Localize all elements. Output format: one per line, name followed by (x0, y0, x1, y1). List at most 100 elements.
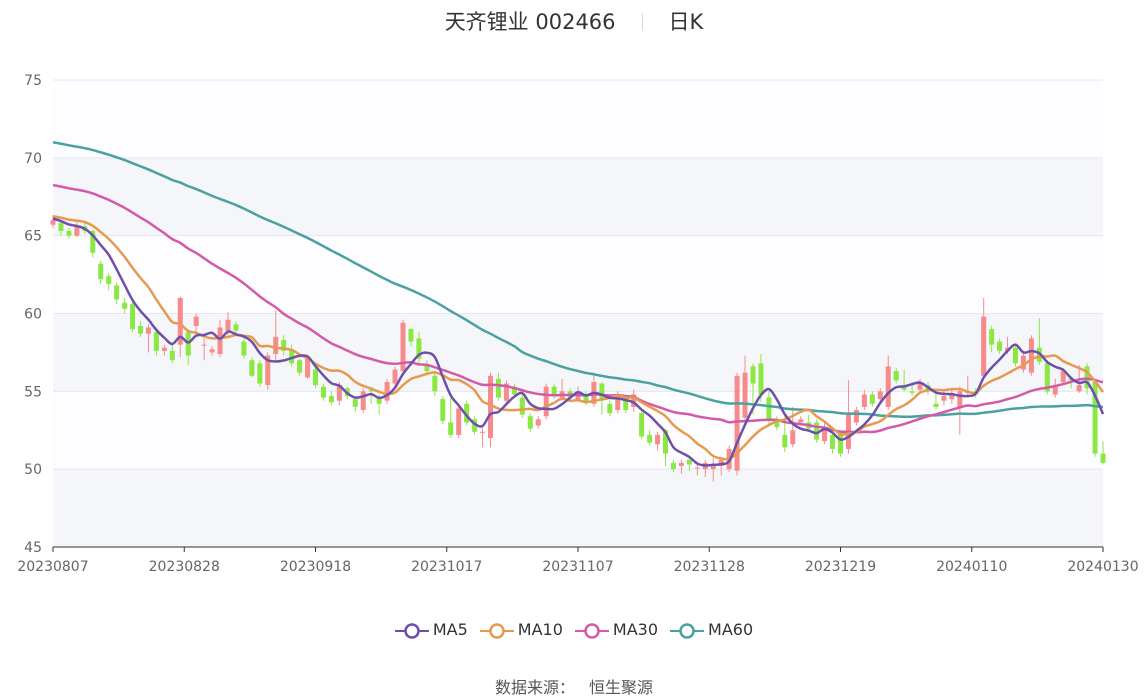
x-tick-label: 20231107 (542, 559, 613, 575)
source-value: 恒生聚源 (589, 678, 654, 697)
candle-body (909, 391, 915, 393)
candle-body (416, 338, 422, 359)
candle-body (734, 375, 740, 471)
candle-body (305, 358, 311, 378)
candle-body (265, 355, 271, 386)
candle-body (360, 391, 366, 411)
candle-body (623, 397, 629, 411)
x-tick-label: 20231128 (674, 559, 745, 575)
title-separator (641, 13, 643, 31)
ma10-line (52, 214, 1105, 461)
candle-body (114, 285, 120, 300)
candle-body (289, 349, 295, 364)
period-label: 日K (668, 10, 704, 34)
candle-body (297, 360, 303, 373)
candle-body (814, 422, 820, 440)
legend-marker-icon (670, 623, 705, 639)
candle-body (957, 391, 963, 407)
candle-body (480, 431, 486, 433)
candle-body (1013, 347, 1018, 364)
candle-body (153, 332, 159, 351)
candle-body (535, 419, 541, 426)
candle-body (328, 396, 334, 403)
legend-item-ma5[interactable]: MA5 (394, 620, 468, 639)
legend-item-ma60[interactable]: MA60 (670, 620, 753, 639)
candle-body (209, 349, 215, 353)
legend-label: MA60 (708, 620, 754, 639)
candle-body (774, 419, 780, 428)
candle-body (145, 327, 151, 334)
candle-body (106, 276, 112, 284)
legend-marker-icon (574, 623, 609, 639)
x-tick-label: 20240130 (1067, 559, 1138, 575)
legend: MA5 MA10 MA30 MA60 (0, 620, 1148, 639)
candle-body (257, 363, 263, 384)
x-tick-label: 20230807 (17, 559, 88, 575)
y-tick-label: 55 (24, 384, 42, 400)
candle-body (193, 316, 199, 326)
y-tick-label: 70 (24, 151, 42, 167)
candle-body (838, 433, 843, 454)
chart-title: 天齐锂业 002466 日K (0, 6, 1148, 36)
candle-body (50, 220, 56, 225)
candle-body (201, 344, 207, 346)
candle-body (169, 350, 175, 361)
candle-body (861, 394, 867, 407)
candle-body (456, 408, 462, 435)
candle-body (1020, 355, 1026, 370)
legend-label: MA10 (517, 620, 563, 639)
candle-body (885, 366, 891, 407)
candle-body (822, 427, 828, 442)
candle-body (313, 369, 318, 386)
candle-body (488, 375, 493, 439)
plot-band (53, 235, 1103, 314)
candle-body (424, 364, 430, 372)
candle-body (225, 319, 231, 331)
legend-label: MA5 (432, 620, 468, 639)
candle-body (185, 332, 191, 356)
candle-body (130, 304, 136, 330)
candle-body (1084, 366, 1090, 389)
y-tick-label: 60 (24, 307, 42, 323)
candle-body (798, 419, 804, 423)
candle-body (686, 459, 692, 465)
x-tick-label: 20230918 (280, 559, 351, 575)
candle-body (527, 416, 533, 429)
plot-band (53, 391, 1103, 470)
candle-body (511, 386, 517, 395)
candle-body (58, 223, 64, 231)
candle-body (472, 419, 478, 432)
candle-body (599, 383, 605, 401)
candle-body (678, 462, 684, 467)
candle-body (917, 383, 923, 390)
candle-body (384, 381, 390, 401)
legend-item-ma30[interactable]: MA30 (574, 620, 659, 639)
legend-label: MA30 (612, 620, 659, 639)
candle-body (869, 394, 875, 404)
candle-body (1044, 363, 1050, 392)
candle-body (273, 336, 279, 354)
candle-body (352, 399, 358, 407)
plot-band (53, 80, 1103, 158)
candle-body (161, 347, 167, 351)
candle-body (368, 389, 374, 392)
candlestick-chart: 45 50 55 60 65 70 75 20230807 20230828 20230918 20… (17, 73, 1138, 575)
candle-body (981, 316, 987, 376)
candle-body (448, 422, 454, 435)
candle-body (440, 399, 446, 421)
candle-body (1028, 338, 1034, 373)
legend-item-ma10[interactable]: MA10 (479, 620, 563, 639)
candle-body (320, 386, 326, 398)
candle-body (495, 378, 501, 398)
candle-body (853, 410, 859, 423)
candle-body (949, 394, 955, 400)
candle-body (233, 324, 239, 331)
candle-body (877, 391, 883, 400)
candle-body (432, 375, 438, 392)
candle-body (830, 434, 836, 449)
ma5-line (52, 217, 1105, 467)
candle-body (710, 466, 716, 470)
legend-marker-icon (394, 623, 429, 639)
x-tick-label: 20230828 (149, 559, 220, 575)
candle-body (519, 397, 525, 415)
